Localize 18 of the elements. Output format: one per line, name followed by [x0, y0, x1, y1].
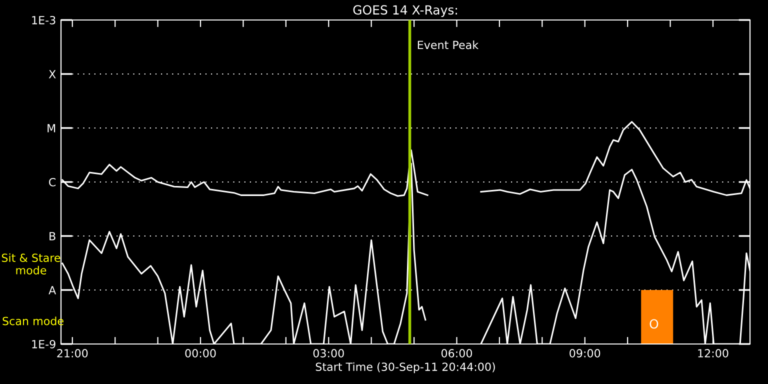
- annotation: O: [650, 319, 658, 329]
- chart-title: GOES 14 X-Rays:: [353, 5, 457, 18]
- x-tick-label: 00:00: [185, 349, 216, 358]
- x-tick-label: 03:00: [313, 349, 344, 358]
- y-tick-label: C: [49, 178, 56, 186]
- x-axis-title: Start Time (30-Sep-11 20:44:00): [316, 362, 495, 374]
- y-tick-label: M: [48, 124, 56, 132]
- y-tick-label: B: [50, 232, 56, 240]
- y-tick-label: X: [48, 70, 56, 78]
- y-tick-label: A: [48, 286, 56, 294]
- x-tick-label: 09:00: [570, 349, 600, 358]
- text: Sit & Stare mode: [2, 253, 60, 274]
- y-tick-label: 1E-9: [32, 340, 56, 348]
- x-tick-label: 06:00: [441, 349, 472, 358]
- y-tick-label: 1E-3: [32, 16, 56, 24]
- ref-line-label: Event Peak: [418, 40, 479, 50]
- x-tick-label: 21:00: [57, 349, 88, 358]
- x-tick-label: 12:00: [698, 349, 728, 358]
